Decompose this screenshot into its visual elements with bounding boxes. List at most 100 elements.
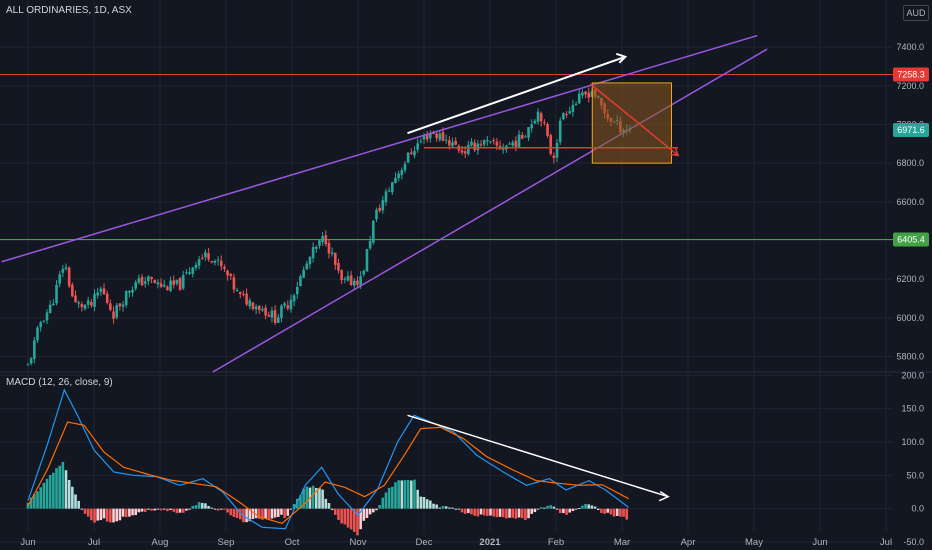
- macd-histogram-bar: [311, 485, 315, 509]
- macd-histogram-bar: [257, 508, 261, 519]
- price-tick-label: 6600.0: [896, 197, 924, 207]
- macd-histogram-bar: [74, 494, 77, 509]
- macd-histogram-bar: [333, 508, 337, 515]
- macd-histogram-bar: [270, 508, 274, 519]
- candle-body: [581, 92, 584, 96]
- candle-body: [188, 272, 191, 274]
- macd-histogram-bar: [36, 491, 39, 509]
- macd-tick-label: 100.0: [901, 437, 924, 447]
- macd-histogram-bar: [305, 486, 309, 509]
- candle-body: [242, 293, 245, 295]
- macd-histogram-bar: [61, 461, 65, 509]
- macd-histogram-bar: [625, 508, 629, 520]
- candle-body: [577, 93, 581, 104]
- macd-histogram-bar: [121, 508, 125, 517]
- macd-histogram-bar: [470, 508, 473, 515]
- candle-body: [501, 148, 505, 150]
- candle-body: [42, 320, 46, 322]
- candle-body: [48, 304, 52, 314]
- candle-body: [454, 140, 457, 145]
- candle-body: [283, 303, 286, 306]
- macd-histogram-bar: [80, 508, 84, 510]
- macd-histogram-bar: [96, 508, 99, 521]
- candle-body: [96, 292, 99, 296]
- macd-histogram-bar: [410, 480, 413, 509]
- candle-body: [444, 139, 448, 141]
- macd-histogram-bar: [394, 482, 397, 509]
- x-tick-label: 2021: [479, 537, 501, 548]
- macd-histogram-bar: [235, 508, 239, 518]
- macd-histogram-bar: [593, 506, 597, 509]
- macd-histogram-bar: [99, 508, 103, 521]
- candle-body: [36, 327, 39, 341]
- macd-histogram-bar: [600, 508, 603, 513]
- candle-body: [508, 143, 511, 145]
- macd-histogram-bar: [419, 496, 423, 509]
- macd-histogram-bar: [188, 508, 191, 510]
- macd-histogram-bar: [603, 508, 606, 514]
- macd-histogram-bar: [248, 508, 252, 522]
- candle-body: [353, 280, 356, 286]
- candle-body: [327, 242, 331, 254]
- macd-histogram-bar: [438, 507, 442, 509]
- macd-histogram-bar: [143, 508, 147, 512]
- candle-body: [470, 141, 473, 146]
- candle-body: [134, 282, 138, 289]
- macd-histogram-bar: [191, 505, 195, 509]
- candle-body: [270, 310, 274, 318]
- candle-body: [584, 91, 587, 95]
- candle-body: [194, 264, 198, 268]
- macd-histogram-bar: [185, 508, 188, 511]
- macd-histogram-bar: [150, 508, 153, 511]
- macd-histogram-bar: [267, 508, 271, 519]
- candle-body: [429, 133, 432, 139]
- macd-histogram-bar: [200, 502, 204, 509]
- macd-histogram-bar: [318, 488, 321, 509]
- candle-body: [99, 288, 103, 292]
- candle-body: [232, 277, 236, 290]
- macd-histogram-bar: [162, 508, 166, 510]
- macd-histogram-bar: [514, 508, 518, 519]
- macd-histogram-bar: [137, 508, 141, 513]
- macd-histogram-bar: [384, 492, 388, 509]
- macd-histogram-bar: [454, 508, 457, 510]
- candle-body: [137, 278, 141, 283]
- macd-histogram-bar: [131, 508, 134, 516]
- macd-histogram-bar: [330, 508, 334, 510]
- candle-body: [118, 303, 122, 307]
- candle-body: [172, 280, 176, 285]
- macd-histogram-bar: [416, 489, 419, 509]
- candle-body: [169, 280, 172, 292]
- macd-histogram-bar: [606, 508, 610, 513]
- candle-body: [153, 280, 157, 284]
- candle-body: [162, 284, 166, 287]
- candle-body: [286, 305, 290, 309]
- macd-histogram-bar: [473, 508, 476, 516]
- trend-arrow: [407, 55, 626, 135]
- candle-body: [267, 315, 271, 317]
- candle-body: [39, 322, 42, 328]
- candle-body: [197, 259, 201, 266]
- drawing-tools: [1, 34, 768, 373]
- x-tick-label: Apr: [681, 537, 696, 548]
- candle-body: [318, 240, 321, 246]
- macd-histogram-bar: [584, 503, 587, 509]
- macd-histogram-bar: [292, 503, 296, 509]
- currency-badge[interactable]: AUD: [903, 5, 929, 21]
- macd-histogram-bar: [391, 486, 394, 509]
- price-tick-label: 6200.0: [896, 274, 924, 284]
- macd-histogram-bar: [457, 508, 461, 510]
- candle-body: [102, 288, 106, 295]
- macd-histogram-bar: [124, 508, 128, 518]
- price-tick-label: 7400.0: [896, 42, 924, 52]
- candle-body: [105, 293, 109, 303]
- macd-histogram-bar: [207, 505, 210, 509]
- macd-histogram-bar: [39, 487, 42, 509]
- macd-histogram-bar: [549, 505, 553, 509]
- macd-histogram-bar: [375, 508, 378, 511]
- macd-histogram-bar: [109, 508, 112, 523]
- macd-histogram-bar: [479, 508, 483, 515]
- macd-histogram-bar: [283, 508, 286, 518]
- candle-body: [61, 268, 65, 273]
